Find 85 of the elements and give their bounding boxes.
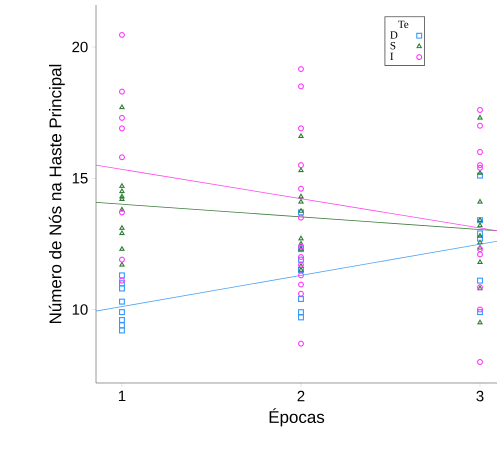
point (119, 194, 125, 198)
point (119, 206, 125, 212)
point (477, 359, 483, 365)
legend-label: S (390, 42, 396, 50)
point (477, 164, 483, 171)
point (119, 298, 125, 305)
point (119, 225, 125, 230)
point (298, 186, 304, 192)
point (119, 104, 125, 110)
point (298, 194, 304, 198)
point (119, 309, 125, 316)
point (298, 314, 304, 320)
point (298, 309, 304, 316)
x-tick-label: 1 (118, 390, 126, 402)
point (298, 236, 304, 240)
point (119, 246, 125, 251)
point (119, 256, 125, 263)
point (298, 66, 304, 72)
point (119, 286, 125, 292)
point (477, 236, 483, 242)
point (119, 125, 125, 132)
point (298, 133, 304, 138)
point (477, 309, 483, 316)
point (298, 83, 304, 90)
point (477, 107, 483, 113)
point (477, 122, 483, 129)
point (119, 114, 125, 121)
point (298, 162, 304, 168)
point (298, 167, 304, 172)
point (477, 162, 483, 168)
point (119, 280, 125, 286)
point (119, 322, 125, 328)
point (298, 256, 304, 263)
point (477, 278, 483, 284)
point (119, 154, 125, 160)
point (119, 209, 125, 216)
point (298, 208, 304, 213)
point (119, 278, 125, 284)
point (298, 125, 304, 132)
point (477, 114, 483, 120)
point (298, 272, 304, 278)
point (298, 254, 304, 260)
point (119, 183, 125, 188)
point (477, 246, 483, 252)
point (477, 306, 483, 312)
legend-label: I (390, 52, 394, 60)
point (477, 172, 483, 179)
y-tick-label: 10 (72, 304, 88, 315)
point (119, 188, 125, 194)
legend-title: Te (398, 20, 408, 28)
point (119, 272, 125, 278)
point (477, 230, 483, 236)
point (298, 244, 304, 250)
y-axis-title: Número de Nós na Haste Principal (48, 64, 65, 323)
legend-label: D (390, 31, 398, 39)
point (477, 198, 483, 204)
x-tick-label: 3 (476, 390, 484, 402)
point (119, 230, 125, 236)
point (119, 317, 125, 323)
x-tick-label: 2 (298, 390, 304, 402)
x-axis-title: Épocas (270, 408, 324, 426)
point (119, 88, 125, 95)
point (119, 196, 125, 201)
point (298, 198, 304, 204)
point (477, 251, 483, 258)
point (477, 149, 483, 155)
point (298, 282, 304, 288)
y-tick-label: 20 (72, 42, 88, 52)
point (298, 209, 304, 216)
point (477, 170, 483, 175)
point (477, 233, 483, 238)
point (298, 340, 304, 347)
point (119, 328, 125, 334)
point (298, 290, 304, 297)
point (477, 259, 483, 264)
point (298, 296, 304, 302)
point (119, 262, 125, 267)
point (477, 320, 483, 324)
point (119, 32, 125, 38)
y-tick-label: 15 (72, 173, 88, 184)
point (477, 240, 483, 244)
point (298, 240, 304, 246)
point (298, 214, 304, 221)
point (477, 222, 483, 228)
point (477, 244, 483, 250)
